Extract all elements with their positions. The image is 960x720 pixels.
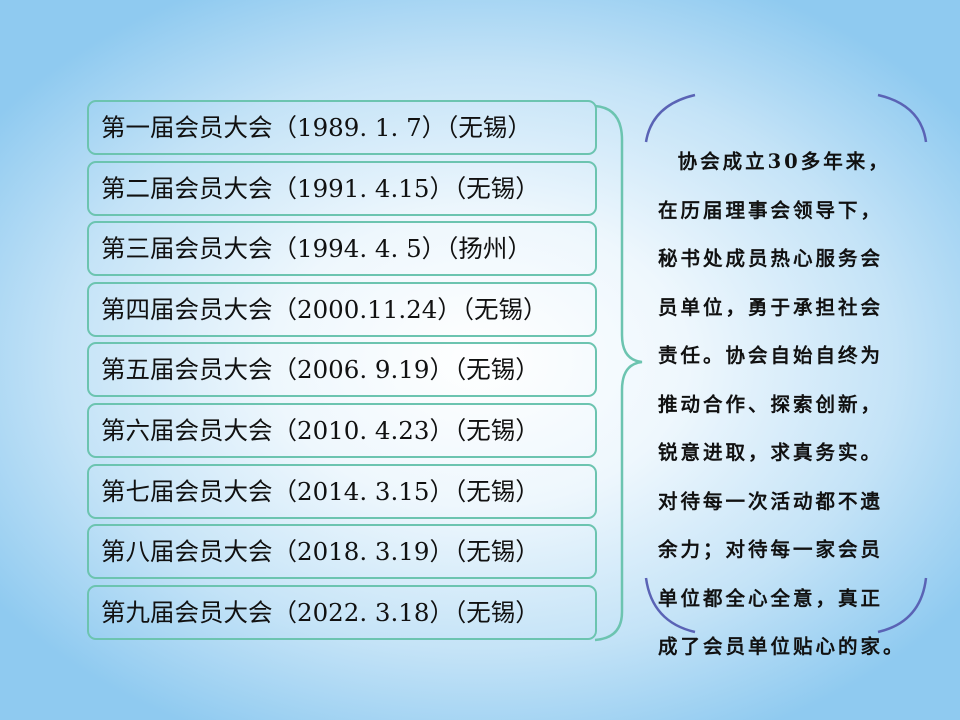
curly-brace [594,104,643,642]
panel-corner-br [877,577,928,634]
meeting-item: 第五届会员大会（2006. 9.19）（无锡） [87,342,597,398]
meeting-item: 第二届会员大会（1991. 4.15）（无锡） [87,160,597,216]
summary-line: 秘书处成员热心服务会 [658,247,884,270]
summary-line: 在历届理事会领导下， [658,198,884,222]
summary-line: 锐意进取，求真务实。 [658,441,884,464]
summary-line: 推动合作、探索创新， [658,392,884,416]
meeting-item: 第八届会员大会（2018. 3.19）（无锡） [87,524,597,580]
summary-line: 对待每一次活动都不遗 [658,489,884,513]
summary-line: 余力；对待每一家会员 [658,538,884,561]
meeting-item: 第七届会员大会（2014. 3.15）（无锡） [87,463,597,519]
summary-text: 协会成立30多年来， 在历届理事会领导下， 秘书处成员热心服务会 员单位，勇于承担社会… [658,138,928,672]
meeting-item: 第六届会员大会（2010. 4.23）（无锡） [87,403,597,458]
summary-line: 成了会员单位贴心的家。 [658,635,906,658]
panel-corner-bl [644,577,696,634]
meeting-item: 第一届会员大会（1989. 1. 7）（无锡） [87,100,597,155]
meeting-item: 第三届会员大会（1994. 4. 5）（扬州） [87,221,597,277]
summary-line: 员单位，勇于承担社会 [658,295,884,319]
summary-line: 协会成立30多年来， [658,150,891,173]
summary-line: 责任。协会自始自终为 [658,344,884,367]
panel-corner-tr [877,93,928,143]
meeting-item: 第九届会员大会（2022. 3.18）（无锡） [87,584,597,640]
panel-corner-tl [644,93,696,143]
summary-line: 单位都全心全意，真正 [658,586,884,610]
meeting-item: 第四届会员大会（2000.11.24）（无锡） [87,281,597,337]
